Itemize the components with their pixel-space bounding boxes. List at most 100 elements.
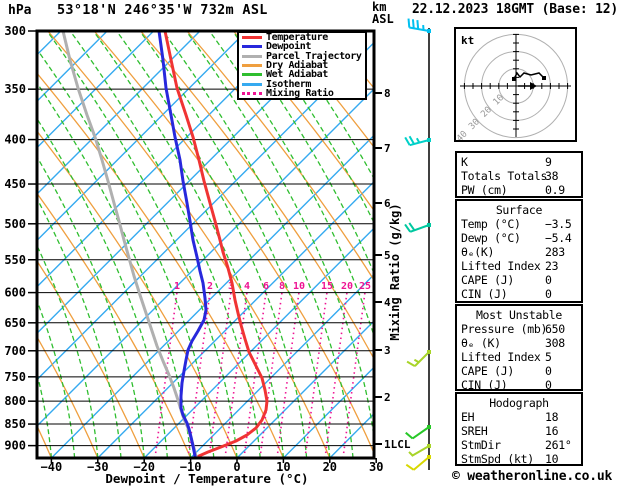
stat-label: SREH [461,424,488,438]
stat-label: Totals Totals [461,169,548,183]
hodograph-axes [460,33,571,137]
copyright-footer: © weatheronline.co.uk [452,469,613,484]
pressure-tick-label: 550 [4,253,26,267]
stat-value: 38 [545,169,559,183]
stat-row: Lifted Index 5 [461,350,581,364]
stat-row: CAPE (J) 0 [461,364,581,378]
stat-value: 16 [545,424,559,438]
stat-row: Totals Totals 38 [461,169,581,183]
pressure-tick-label: 650 [4,316,26,330]
legend-item: Isotherm [239,79,365,90]
stat-row: Lifted Index 23 [461,259,581,273]
background-isolines [37,31,374,458]
stat-value: 23 [545,259,559,273]
stat-value: 9 [545,155,552,169]
stat-label: EH [461,410,475,424]
altitude-axis-unit: km ASL [372,0,394,26]
stat-label: CAPE (J) [461,364,514,378]
stat-row: θₑ (K) 308 [461,336,581,350]
mixing-ratio-label: 3 [228,281,234,292]
stat-row: StmSpd (kt) 10 [461,452,581,466]
mixing-ratio-label: 10 [293,281,305,292]
legend-item: Dry Adiabat [239,60,365,72]
pressure-axis-unit: hPa [8,3,32,18]
temp-tick-label: 30 [369,460,383,474]
stat-label: StmSpd (kt) [461,452,534,466]
stat-value: −3.5 [545,217,572,231]
stat-row: CIN (J) 0 [461,378,581,392]
km-tick-label: 6 [384,197,391,210]
hodograph-unit-label: kt [461,34,474,47]
stat-value: 650 [545,322,565,336]
legend-item: Mixing Ratio [239,88,365,99]
stat-label: Temp (°C) [461,217,521,231]
pressure-tick-label: 400 [4,133,26,147]
pressure-tick-label: 300 [4,24,26,38]
temp-tick-label: −40 [41,460,63,474]
legend-label: Dewpoint [266,41,311,53]
stat-label: CAPE (J) [461,273,514,287]
panel-title: Surface [495,203,543,217]
hodograph-ring-label: 20 [479,105,494,120]
dewpoint-curve [157,29,208,458]
surface-panel: Surface Temp (°C) −3.5 Dewp (°C) −5.4 θₑ(K) 28… [455,199,583,303]
skewt-svg: 1 2 3 4 6 8 10 15 20 2530035040045050055060065070… [4,18,431,486]
hodograph-ring-label: 40 [455,129,470,142]
mixing-ratio-label: 4 [244,281,250,292]
stat-label: θₑ(K) [461,245,495,259]
stat-row: Temp (°C) −3.5 [461,217,581,231]
legend-label: Dry Adiabat [266,60,328,72]
stat-label: θₑ (K) [461,336,501,350]
legend-swatch-temperature [242,36,262,40]
lcl-label: 1LCL [384,438,411,451]
stat-row: EH 18 [461,410,581,424]
stat-label: K [461,155,468,169]
pressure-tick-label: 450 [4,177,26,191]
mixing-ratio-label: 6 [263,281,269,292]
stat-value: 0 [545,287,552,301]
mixing-ratio-label: 20 [341,281,353,292]
temperature-curve [163,29,269,458]
stat-row: θₑ(K) 283 [461,245,581,259]
stat-row: Pressure (mb) 650 [461,322,581,336]
stat-value: 10 [545,452,559,466]
stat-label: Lifted Index [461,350,541,364]
stat-value: 5 [545,350,552,364]
legend-item: Wet Adiabat [239,69,365,80]
legend-item: Dewpoint [239,41,365,53]
km-tick-label: 4 [384,296,391,309]
pressure-tick-labels: 300 350 400 450 500 550 600 650 700 750 800 850 900 [4,24,37,453]
legend-item: Parcel Trajectory [239,51,365,62]
stat-row: StmDir 261° [461,438,581,452]
stat-value: −5.4 [545,231,572,245]
legend-swatch-dewpoint [242,45,262,49]
skewt-chart: 1 2 3 4 6 8 10 15 20 25 300 350 400 450 500 550 600 650 70… [4,18,431,486]
wind-barb [406,350,431,368]
temp-tick-label: −20 [133,460,155,474]
pressure-tick-label: 700 [4,344,26,358]
hodograph-marker [512,77,516,81]
mixing-ratio-label: 1 [174,281,180,292]
temp-tick-label: 0 [233,460,240,474]
hodograph-ring-label: 10 [492,93,507,108]
stat-label: StmDir [461,438,501,452]
km-tick-label: 5 [384,249,391,262]
x-axis-title: Dewpoint / Temperature (°C) [105,471,308,486]
temperature-axis: −40 −30 −20 −10 0 10 20 30 Dewpoint / Temperatur… [41,458,383,486]
stat-label: Dewp (°C) [461,231,521,245]
temp-tick-label: −10 [180,460,202,474]
stat-label: CIN (J) [461,378,508,392]
wind-barb [404,135,431,147]
temp-tick-label: 20 [323,460,337,474]
legend-swatch-isotherm [242,82,262,86]
pressure-tick-label: 500 [4,217,26,231]
temp-tick-label: −30 [87,460,109,474]
hodograph-marker [542,76,546,80]
mixing-ratio-axis-label: Mixing Ratio (g/kg) [388,203,402,340]
legend-swatch-mixing-ratio [242,91,262,95]
panel-title: Hodograph [489,396,549,410]
km-axis: 8 7 6 5 4 3 2 1LCL [374,87,411,451]
wind-barb [408,444,431,457]
